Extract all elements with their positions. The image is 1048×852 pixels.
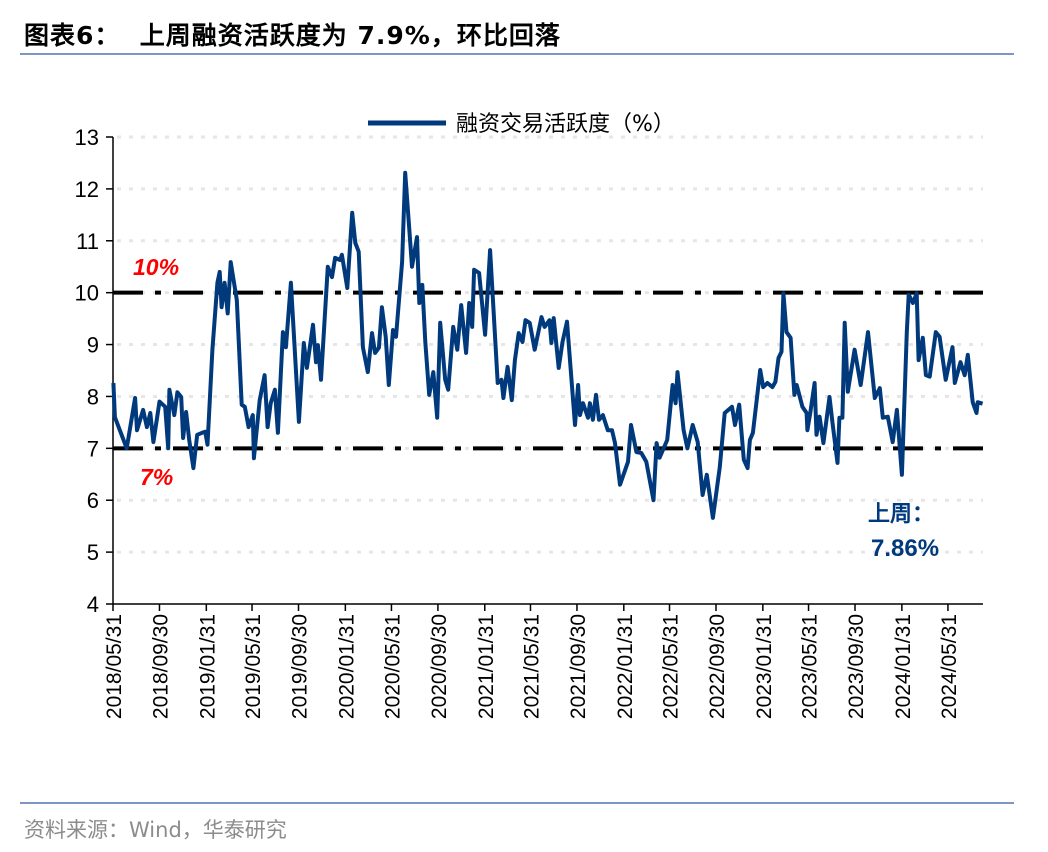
x-tick-label: 2023/05/31 <box>799 614 822 719</box>
x-tick-label: 2018/09/30 <box>149 614 172 719</box>
y-tick-label: 12 <box>75 177 99 202</box>
y-tick-label: 4 <box>87 592 99 617</box>
x-tick-label: 2024/01/31 <box>892 614 915 719</box>
annotation-label: 上周： <box>868 501 934 527</box>
series-group <box>111 170 984 520</box>
gridlines <box>117 135 983 554</box>
ref-label-7: 7% <box>140 464 173 490</box>
source-divider <box>20 802 1014 804</box>
x-tick-label: 2021/01/31 <box>475 614 498 719</box>
y-tick-label: 10 <box>75 281 99 306</box>
legend-label: 融资交易活跃度（%） <box>456 112 675 137</box>
x-tick-label: 2020/01/31 <box>335 614 358 719</box>
title-divider <box>20 53 1014 55</box>
x-tick-label: 2022/05/31 <box>660 614 683 719</box>
annotation-value: 7.86% <box>871 535 939 562</box>
y-tick-label: 8 <box>87 384 99 409</box>
x-tick-label: 2021/05/31 <box>520 614 543 719</box>
x-tick-label: 2024/05/31 <box>938 614 961 719</box>
x-tick-label: 2021/09/30 <box>567 614 590 719</box>
x-tick-label: 2018/05/31 <box>103 614 126 719</box>
y-tick-label: 5 <box>87 540 99 565</box>
y-tick-label: 6 <box>87 488 99 513</box>
x-tick-label: 2020/09/30 <box>428 614 451 719</box>
x-tick-label: 2023/09/30 <box>845 614 868 719</box>
axes: 4 5 6 7 8 9 10 11 12 13 2018/05/31 2018/09/30 2019/0… <box>75 125 983 719</box>
y-tick-label: 9 <box>87 333 99 358</box>
figure-title: 图表6： 上周融资活跃度为 7.9%，环比回落 <box>24 21 561 50</box>
y-tick-label: 11 <box>76 229 99 254</box>
x-tick-label: 2022/09/30 <box>706 614 729 719</box>
x-tick-label: 2020/05/31 <box>381 614 404 719</box>
x-tick-label: 2019/01/31 <box>196 614 219 719</box>
y-tick-label: 7 <box>87 436 99 461</box>
x-tick-label: 2019/05/31 <box>242 614 265 719</box>
x-tick-label: 2019/09/30 <box>289 614 312 719</box>
source-note: 资料来源：Wind，华泰研究 <box>24 818 287 842</box>
ref-label-10: 10% <box>133 254 179 280</box>
x-tick-label: 2022/01/31 <box>614 614 637 719</box>
y-tick-label: 13 <box>75 125 99 150</box>
legend: 融资交易活跃度（%） <box>368 112 675 137</box>
x-tick-label: 2023/01/31 <box>753 614 776 719</box>
